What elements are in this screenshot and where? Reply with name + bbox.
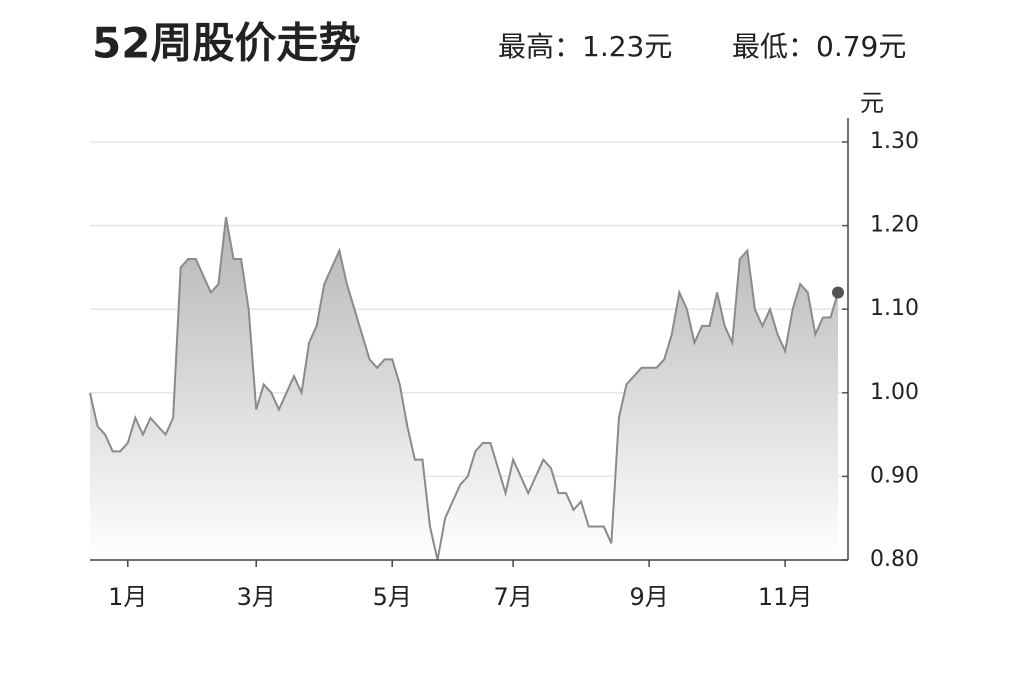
line — [89, 217, 839, 561]
y-tick-label: 0.80 — [870, 547, 919, 572]
annotation: 最高：1.23元 — [498, 30, 672, 63]
chart-title: 52周股价走势 — [92, 19, 360, 68]
y-tick-label: 1.10 — [870, 296, 919, 321]
y-tick-label: 1.00 — [870, 380, 919, 405]
x-tick-label: 1月 — [108, 583, 147, 611]
area — [90, 217, 838, 561]
annotation: 最低：0.79元 — [732, 30, 906, 63]
y-tick-label: 1.30 — [870, 129, 919, 154]
last-point — [832, 286, 844, 299]
x-tick-label: 7月 — [493, 583, 532, 611]
y-unit: 元 — [860, 89, 884, 117]
x-tick-label: 3月 — [237, 583, 276, 611]
y-tick-label: 1.20 — [870, 213, 919, 238]
x-tick-label: 9月 — [629, 583, 668, 611]
y-tick-label: 0.90 — [870, 463, 919, 488]
x-tick-label: 5月 — [373, 583, 412, 611]
x-tick-label: 11月 — [758, 583, 813, 611]
